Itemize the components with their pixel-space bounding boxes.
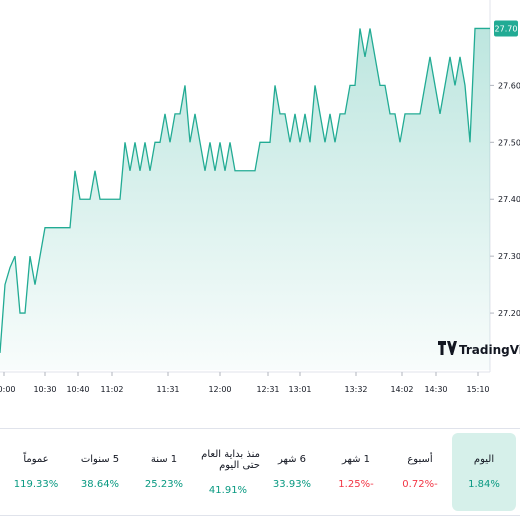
x-tick-label: 10:30 [33,385,56,394]
last-price-box [494,20,518,37]
tab-label: منذ بداية العام حتى اليوم [201,448,260,471]
performance-tab[interactable]: 6 شهر 33.93% [260,433,324,511]
tab-value: 119.33% [13,479,59,490]
x-tick-label: 11:02 [100,385,123,394]
tab-label: 6 شهر [277,454,307,465]
tab-value: 0.72%- [402,479,438,490]
x-tick-label: 10:00 [0,385,16,394]
watermark: TradingView [438,341,520,357]
watermark-logo [438,341,457,355]
tab-label: 1 سنة [150,454,178,465]
tab-value: 41.91% [208,484,248,496]
tab-value: 25.23% [144,479,184,490]
performance-tab[interactable]: أسبوع 0.72%- [388,433,452,511]
performance-tab[interactable]: 5 سنوات 38.64% [68,433,132,511]
tab-label: 5 سنوات [80,454,120,465]
y-tick-label: 27.50 [498,138,520,147]
watermark-text: TradingView [459,343,520,357]
x-tick-label: 11:31 [156,385,179,394]
tab-value: 38.64% [80,479,120,490]
x-tick-label: 13:32 [344,385,367,394]
performance-tab[interactable]: منذ بداية العام حتى اليوم 41.91% [196,433,260,511]
chart: 27.20 27.30 27.40 27.50 27.60 10:00 10:30 10:40… [0,0,520,394]
x-tick-label: 12:31 [256,385,279,394]
x-tick-label: 10:40 [66,385,89,394]
performance-tab[interactable]: 1 سنة 25.23% [132,433,196,511]
tab-label: عموماً [23,454,49,465]
last-price-label: 27.70 [495,24,518,33]
price-line [0,27,490,353]
y-tick-label: 27.20 [498,309,520,318]
x-tick-label: 12:00 [208,385,231,394]
x-tick-label: 14:30 [424,385,447,394]
tab-label: اليوم [473,454,495,465]
tab-value: 1.25%- [338,479,374,490]
x-tick-label: 14:02 [390,385,413,394]
x-tick-label: 15:10 [466,385,489,394]
performance-tab[interactable]: اليوم 1.84% [452,433,516,511]
x-tick-label: 13:01 [288,385,311,394]
tab-value: 1.84% [468,479,500,490]
performance-tab[interactable]: 1 شهر 1.25%- [324,433,388,511]
y-tick-label: 27.30 [498,252,520,261]
tab-value: 33.93% [272,479,312,490]
tab-label: أسبوع [407,454,433,465]
performance-tab[interactable]: عموماً 119.33% [4,433,68,511]
area [0,28,490,370]
performance-tabs: اليوم 1.84% أسبوع 0.72%- 1 شهر 1.25%- 6 شهر 33.… [0,428,520,516]
y-tick-label: 27.60 [498,81,520,90]
tab-label: 1 شهر [341,454,371,465]
y-tick-label: 27.40 [498,195,520,204]
